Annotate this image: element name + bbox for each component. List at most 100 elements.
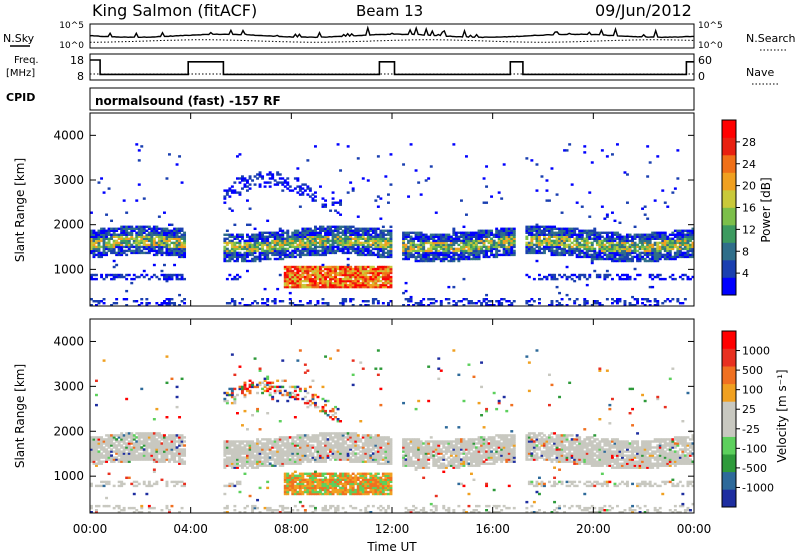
heatmap-cell [671, 232, 674, 234]
heatmap-cell [178, 155, 181, 157]
heatmap-cell [123, 240, 126, 242]
heatmap-cell [420, 300, 423, 302]
heatmap-cell [317, 300, 320, 302]
heatmap-cell [332, 278, 335, 280]
heatmap-cell [181, 461, 184, 463]
heatmap-cell [281, 359, 284, 361]
heatmap-cell [666, 240, 669, 242]
heatmap-cell [249, 240, 252, 242]
heatmap-cell [649, 258, 652, 260]
heatmap-cell [279, 505, 282, 507]
heatmap-cell [364, 300, 367, 302]
heatmap-cell [427, 248, 430, 250]
heatmap-cell [611, 278, 614, 280]
heatmap-cell [259, 248, 262, 250]
heatmap-cell [525, 300, 528, 302]
heatmap-cell [327, 266, 330, 268]
heatmap-cell [374, 199, 377, 201]
heatmap-cell [452, 248, 455, 250]
heatmap-cell [155, 440, 158, 442]
heatmap-cell [135, 481, 138, 483]
heatmap-cell [286, 278, 289, 280]
heatmap-cell [601, 149, 604, 151]
heatmap-cell [95, 485, 98, 487]
heatmap-cell [294, 240, 297, 242]
heatmap-cell [153, 274, 156, 276]
heatmap-cell [349, 266, 352, 268]
heatmap-cell [176, 440, 179, 442]
heatmap-cell [145, 302, 148, 304]
heatmap-cell [450, 256, 453, 258]
heatmap-cell [425, 258, 428, 260]
heatmap-cell [578, 242, 581, 244]
heatmap-cell [259, 171, 262, 173]
heatmap-cell [561, 248, 564, 250]
heatmap-cell [276, 288, 279, 290]
heatmap-cell [251, 461, 254, 463]
heatmap-cell [546, 276, 549, 278]
heatmap-cell [329, 266, 332, 268]
heatmap-cell [581, 274, 584, 276]
heatmap-cell [654, 242, 657, 244]
colorbar-tick-label: 8 [742, 245, 749, 258]
heatmap-cell [251, 440, 254, 442]
heatmap-cell [181, 242, 184, 244]
heatmap-cell [405, 258, 408, 260]
heatmap-cell [568, 244, 571, 246]
heatmap-cell [457, 244, 460, 246]
heatmap-cell [279, 390, 282, 392]
heatmap-cell [249, 187, 252, 189]
heatmap-cell [541, 226, 544, 228]
heatmap-cell [183, 440, 186, 442]
heatmap-cell [687, 230, 690, 232]
heatmap-cell [256, 177, 259, 179]
heatmap-cell [105, 242, 108, 244]
heatmap-cell [447, 260, 450, 262]
heatmap-cell [281, 505, 284, 507]
heatmap-cell [133, 246, 136, 248]
heatmap-cell [246, 260, 249, 262]
heatmap-cell [581, 256, 584, 258]
heatmap-cell [566, 276, 569, 278]
heatmap-cell [148, 232, 151, 234]
heatmap-cell [402, 292, 405, 294]
heatmap-cell [452, 240, 455, 242]
heatmap-cell [178, 228, 181, 230]
heatmap-cell [266, 461, 269, 463]
heatmap-cell [228, 234, 231, 236]
heatmap-cell [332, 197, 335, 199]
heatmap-cell [367, 276, 370, 278]
heatmap-cell [133, 450, 136, 452]
heatmap-cell [284, 181, 287, 183]
heatmap-cell [430, 165, 433, 167]
heatmap-cell [279, 240, 282, 242]
heatmap-cell [140, 250, 143, 252]
heatmap-cell [664, 254, 667, 256]
heatmap-cell [470, 232, 473, 234]
heatmap-cell [125, 250, 128, 252]
heatmap-cell [143, 197, 146, 199]
nsky-trace [90, 28, 694, 38]
heatmap-cell [168, 509, 171, 511]
heatmap-cell [465, 258, 468, 260]
heatmap-cell [231, 234, 234, 236]
heatmap-cell [168, 461, 171, 463]
heatmap-cell [450, 252, 453, 254]
heatmap-cell [135, 454, 138, 456]
heatmap-cell [314, 191, 317, 193]
heatmap-cell [352, 268, 355, 270]
heatmap-cell [130, 226, 133, 228]
heatmap-cell [133, 238, 136, 240]
heatmap-cell [352, 226, 355, 228]
heatmap-cell [616, 143, 619, 145]
heatmap-cell [233, 224, 236, 226]
heatmap-cell [465, 214, 468, 216]
heatmap-cell [342, 266, 345, 268]
heatmap-cell [148, 442, 151, 444]
heatmap-cell [493, 240, 496, 242]
heatmap-cell [671, 191, 674, 193]
heatmap-cell [629, 302, 632, 304]
heatmap-cell [113, 450, 116, 452]
heatmap-cell [681, 278, 684, 280]
